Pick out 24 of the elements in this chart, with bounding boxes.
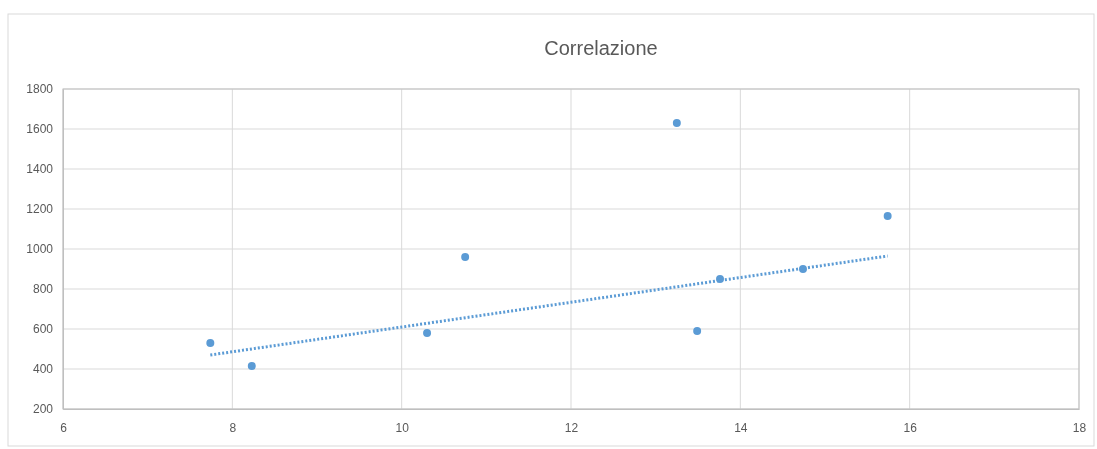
y-tick-label: 800 xyxy=(32,282,54,297)
point xyxy=(693,327,702,335)
y-tick-label: 1800 xyxy=(26,82,54,97)
x-tick-label: 14 xyxy=(734,420,748,435)
x-tick-label: 6 xyxy=(60,420,68,435)
chart-title: Correlazione xyxy=(544,37,658,59)
point xyxy=(247,362,256,370)
x-tick-label: 10 xyxy=(395,420,410,435)
y-tick-label: 1200 xyxy=(26,202,54,217)
point xyxy=(883,212,892,220)
y-tick-label: 600 xyxy=(32,322,54,337)
point xyxy=(672,119,681,127)
x-tick-label: 8 xyxy=(229,420,237,435)
x-tick-label: 12 xyxy=(564,420,579,435)
y-tick-label: 200 xyxy=(32,402,54,417)
y-tick-label: 1600 xyxy=(26,122,54,137)
y-tick-label: 1400 xyxy=(26,162,54,177)
point xyxy=(423,329,432,337)
x-tick-label: 18 xyxy=(1072,420,1087,435)
point xyxy=(206,339,215,347)
point xyxy=(461,253,470,261)
y-tick-label: 400 xyxy=(32,362,54,377)
y-tick-label: 1000 xyxy=(26,242,54,257)
x-tick-label: 16 xyxy=(903,420,918,435)
